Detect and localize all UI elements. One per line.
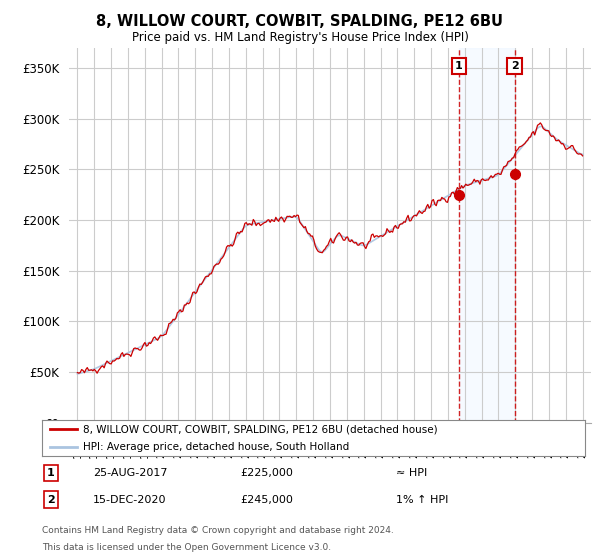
Bar xyxy=(459,48,515,423)
Text: 15-DEC-2020: 15-DEC-2020 xyxy=(93,494,167,505)
Text: 25-AUG-2017: 25-AUG-2017 xyxy=(93,468,167,478)
Text: 1: 1 xyxy=(455,61,463,71)
Text: This data is licensed under the Open Government Licence v3.0.: This data is licensed under the Open Gov… xyxy=(42,543,331,552)
Text: 2: 2 xyxy=(511,61,518,71)
Text: 1: 1 xyxy=(47,468,55,478)
Text: 1% ↑ HPI: 1% ↑ HPI xyxy=(396,494,448,505)
Text: £245,000: £245,000 xyxy=(240,494,293,505)
Text: 2: 2 xyxy=(47,494,55,505)
Text: Contains HM Land Registry data © Crown copyright and database right 2024.: Contains HM Land Registry data © Crown c… xyxy=(42,526,394,535)
Text: 8, WILLOW COURT, COWBIT, SPALDING, PE12 6BU (detached house): 8, WILLOW COURT, COWBIT, SPALDING, PE12 … xyxy=(83,424,437,434)
Text: 8, WILLOW COURT, COWBIT, SPALDING, PE12 6BU: 8, WILLOW COURT, COWBIT, SPALDING, PE12 … xyxy=(97,14,503,29)
Text: Price paid vs. HM Land Registry's House Price Index (HPI): Price paid vs. HM Land Registry's House … xyxy=(131,31,469,44)
Text: £225,000: £225,000 xyxy=(240,468,293,478)
Text: ≈ HPI: ≈ HPI xyxy=(396,468,427,478)
Text: HPI: Average price, detached house, South Holland: HPI: Average price, detached house, Sout… xyxy=(83,442,349,452)
